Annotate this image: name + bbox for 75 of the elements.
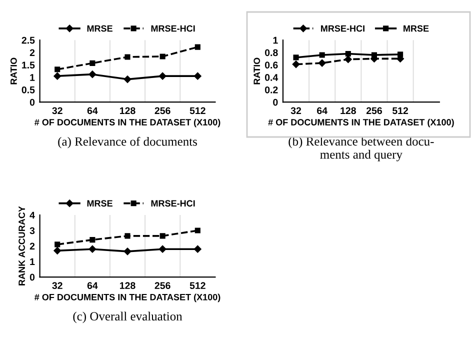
legend-label: MRSE bbox=[87, 200, 112, 207]
y-tick-label: 0.4 bbox=[264, 74, 278, 81]
y-tick-label: 2 bbox=[30, 49, 35, 56]
point bbox=[292, 60, 300, 68]
x-tick-label: 64 bbox=[317, 107, 328, 114]
point bbox=[124, 233, 130, 239]
point bbox=[318, 59, 326, 67]
point bbox=[194, 228, 200, 234]
x-axis-title: # OF DOCUMENTS IN THE DATASET (X100) bbox=[34, 294, 220, 302]
point bbox=[54, 66, 60, 72]
legend-label: MRSE-HCI bbox=[151, 25, 195, 32]
point bbox=[124, 76, 132, 83]
point bbox=[194, 245, 202, 253]
point bbox=[158, 245, 166, 253]
point bbox=[160, 233, 166, 239]
point bbox=[398, 52, 404, 58]
point bbox=[54, 242, 60, 248]
point bbox=[54, 247, 61, 254]
y-tick-label: 0 bbox=[30, 274, 35, 281]
y-tick-label: 2 bbox=[30, 242, 35, 250]
x-tick-label: 256 bbox=[154, 282, 170, 290]
point bbox=[88, 245, 96, 253]
y-tick-label: 4 bbox=[30, 212, 35, 219]
y-tick-label: 0.5 bbox=[22, 86, 35, 94]
x-tick-label: 32 bbox=[52, 282, 62, 290]
y-tick-label: 0.2 bbox=[264, 86, 278, 94]
y-axis-title: RATIO bbox=[10, 58, 17, 84]
point bbox=[158, 72, 166, 80]
point bbox=[90, 60, 96, 66]
x-axis-title: # OF DOCUMENTS IN THE DATASET (X100) bbox=[34, 118, 220, 128]
point bbox=[344, 56, 352, 63]
y-axis-title: RATIO bbox=[254, 58, 260, 84]
x-tick-label: 64 bbox=[87, 282, 98, 290]
point bbox=[371, 52, 377, 58]
text: (b) Relevance between docu- ments and query bbox=[288, 136, 434, 162]
x-tick-label: 32 bbox=[290, 107, 302, 114]
legend-label: MRSE bbox=[87, 25, 112, 32]
point bbox=[194, 72, 202, 80]
point bbox=[319, 52, 325, 58]
x-tick-label: 128 bbox=[120, 282, 136, 290]
x-tick-label: 32 bbox=[52, 107, 62, 114]
x-tick-label: 512 bbox=[190, 282, 206, 290]
x-tick-label: 512 bbox=[392, 107, 408, 114]
y-tick-label: 0.6 bbox=[264, 62, 278, 69]
y-tick-label: 2.5 bbox=[22, 36, 35, 44]
legend-label: MRSE bbox=[404, 25, 429, 32]
y-tick-label: 1.5 bbox=[22, 62, 35, 69]
point bbox=[194, 44, 200, 50]
y-tick-label: 1 bbox=[30, 74, 35, 81]
point bbox=[160, 54, 166, 60]
x-axis-title: # OF DOCUMENTS IN THE DATASET (X100) bbox=[268, 118, 454, 128]
x-tick-label: 512 bbox=[190, 107, 206, 114]
x-tick-label: 256 bbox=[366, 107, 382, 114]
point bbox=[124, 54, 130, 60]
text: (c) Overall evaluation bbox=[73, 312, 182, 324]
y-tick-label: 3 bbox=[30, 227, 35, 234]
point bbox=[88, 70, 96, 78]
point bbox=[293, 54, 299, 60]
y-tick-label: 0.8 bbox=[264, 49, 278, 56]
point bbox=[90, 237, 96, 243]
y-tick-label: 0 bbox=[273, 98, 278, 106]
x-tick-label: 64 bbox=[87, 107, 98, 114]
y-tick-label: 1 bbox=[30, 258, 35, 266]
y-tick-label: 1 bbox=[273, 36, 278, 44]
x-tick-label: 128 bbox=[120, 107, 136, 114]
y-tick-label: 0 bbox=[30, 98, 35, 106]
legend-label: MRSE-HCI bbox=[321, 25, 364, 32]
x-tick-label: 256 bbox=[154, 107, 170, 114]
point bbox=[345, 50, 351, 57]
x-tick-label: 128 bbox=[340, 107, 356, 114]
point bbox=[124, 248, 132, 256]
legend-label: MRSE-HCI bbox=[151, 200, 195, 207]
point bbox=[54, 72, 61, 80]
y-axis-title: RANK ACCURACY bbox=[18, 206, 25, 286]
text: (a) Relevance of documents bbox=[58, 136, 197, 148]
